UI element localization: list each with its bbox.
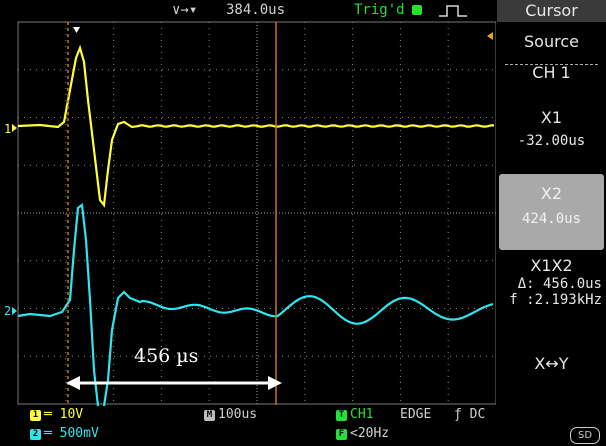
frequency-badge-icon: F — [336, 429, 347, 440]
position-marker-icon: ∨→▾ — [172, 2, 198, 18]
menu-xy-toggle-button[interactable]: X↔Y — [499, 340, 604, 392]
menu-x1-button[interactable]: X1 -32.00us — [499, 104, 604, 166]
ch2-scale: 2 ═ 500mV — [30, 426, 99, 441]
rising-edge-icon — [439, 5, 467, 17]
menu-x1x2-label: X1X2 — [530, 256, 573, 275]
ch1-scale: 1 ═ 10V — [30, 407, 83, 422]
sd-card-icon: SD — [570, 427, 600, 444]
menu-source-button[interactable]: Source CH 1 — [499, 30, 604, 96]
timebase-position: 384.0us — [226, 2, 286, 18]
menu-x1-label: X1 — [540, 108, 563, 127]
top-status-bar: ∨→▾ 384.0us Trig'd — [0, 0, 496, 20]
trigger-coupling: ƒ DC — [454, 407, 486, 422]
measurement-arrow — [66, 376, 282, 390]
menu-x1x2-button[interactable]: X1X2 Δ: 456.0us f :2.193kHz — [499, 254, 604, 328]
graticule — [17, 21, 496, 405]
trigger-type: EDGE — [400, 407, 432, 422]
trigger-frequency: F <20Hz — [336, 426, 389, 441]
menu-source-label: Source — [524, 32, 579, 51]
trigger-status: Trig'd — [354, 2, 405, 18]
menu-frequency-value: f :2.193kHz — [509, 292, 602, 308]
ch2-badge-icon: 2 — [30, 429, 41, 440]
waveform-plot: 1 2 — [4, 21, 496, 406]
ch1-waveform — [17, 44, 494, 208]
menu-xy-label: X↔Y — [534, 354, 569, 373]
measurement-label: 456 µs — [134, 345, 199, 367]
menu-x2-value: 424.0us — [521, 211, 581, 227]
menu-x1-value: -32.00us — [517, 133, 586, 149]
menu-x2-button[interactable]: X2 424.0us — [499, 174, 604, 250]
timebase-scale: M 100us — [204, 407, 257, 422]
ch2-waveform — [17, 202, 494, 406]
menu-source-value: CH 1 — [532, 63, 571, 82]
menu-x2-label: X2 — [540, 184, 563, 203]
bottom-status-bar: 1 ═ 10V 2 ═ 500mV M 100us T CH1 EDGE ƒ DC F <… — [0, 406, 496, 446]
menu-title: Cursor — [497, 0, 606, 22]
ch2-ground-marker: 2 — [4, 304, 11, 318]
ch1-ground-marker: 1 — [4, 122, 11, 136]
trigger-position-marker-icon — [73, 27, 80, 33]
timebase-badge-icon: M — [204, 410, 215, 421]
menu-delta-value: Δ: 456.0us — [517, 276, 602, 292]
trigger-status-icon — [412, 5, 422, 15]
trigger-badge-icon: T — [336, 410, 347, 421]
trigger-source: T CH1 — [336, 407, 373, 422]
trigger-level-marker-icon — [487, 32, 493, 40]
cursor-menu: Cursor Source CH 1 X1 -32.00us X2 424.0u… — [497, 0, 606, 446]
ch1-badge-icon: 1 — [30, 410, 41, 421]
